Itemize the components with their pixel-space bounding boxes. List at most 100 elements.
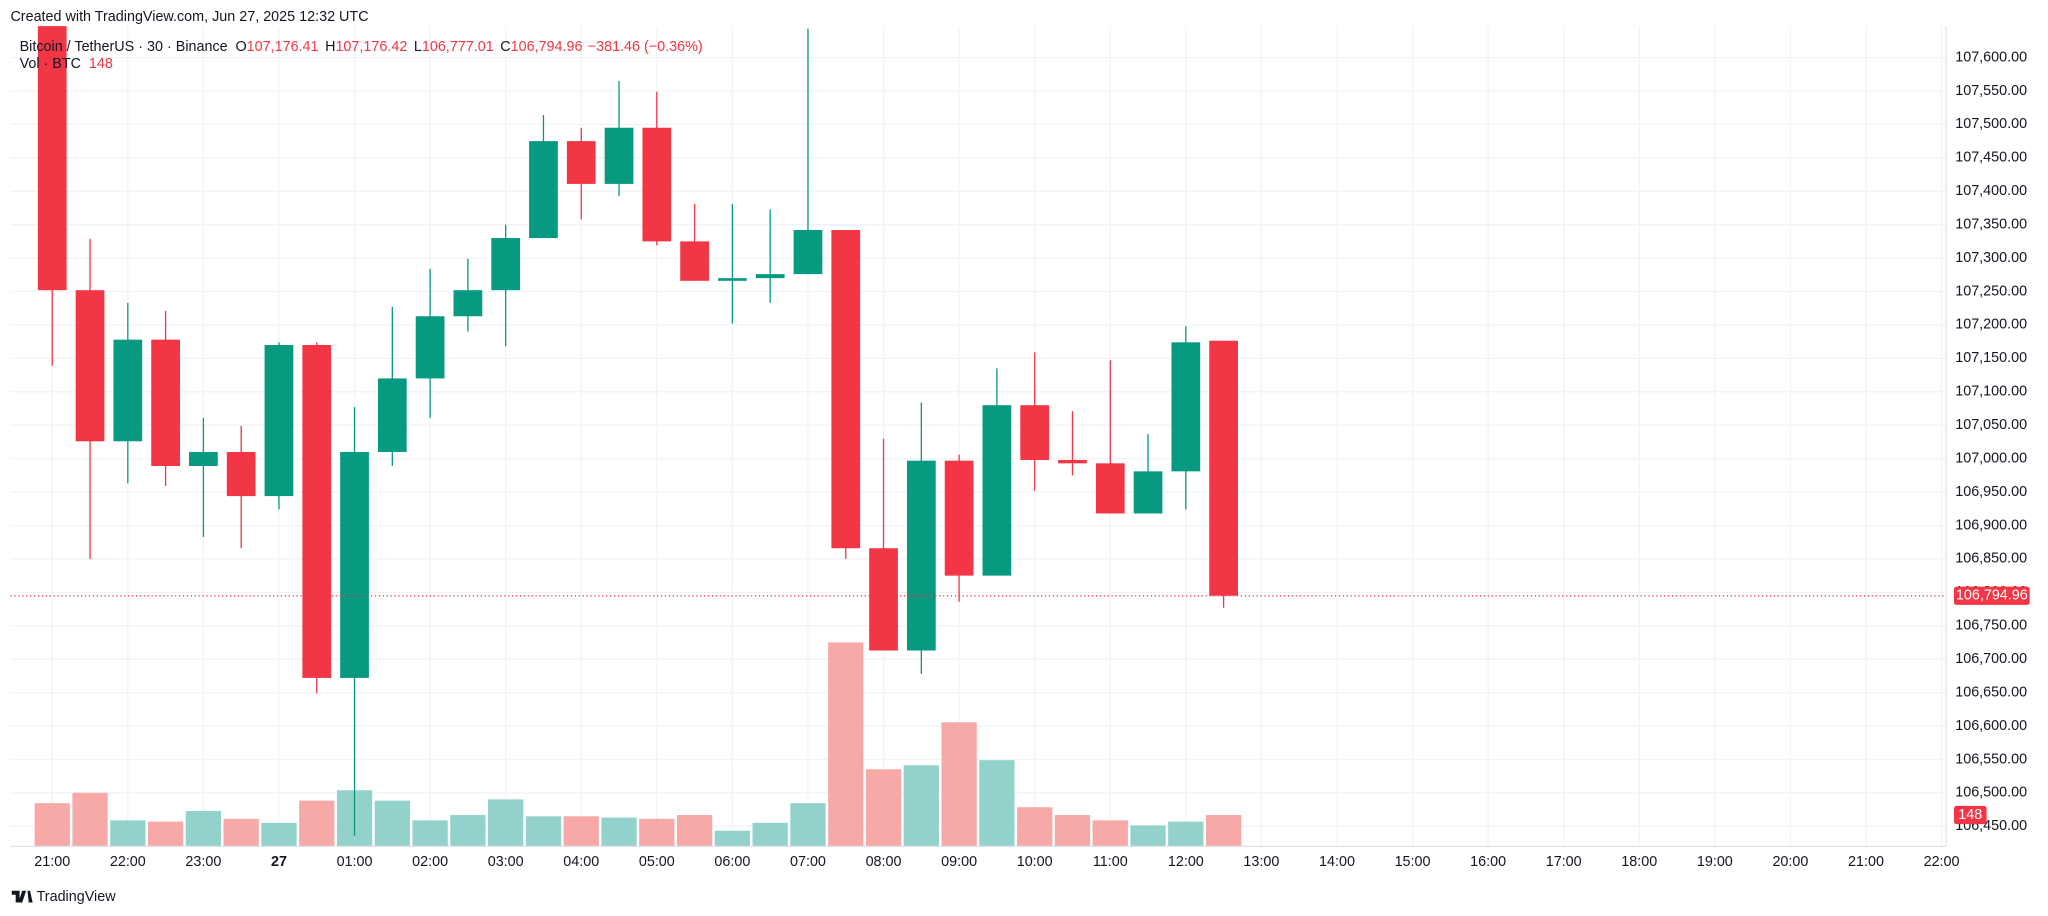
- candle-body: [718, 278, 747, 281]
- x-tick-label: 22:00: [110, 854, 146, 870]
- ohlc-key: O: [235, 39, 246, 55]
- x-tick-label: 23:00: [185, 854, 221, 870]
- y-tick-label: 107,050.00: [1955, 417, 2027, 433]
- last-price-label: 106,794.96: [1956, 588, 2028, 604]
- x-tick-label: 16:00: [1470, 854, 1506, 870]
- volume-legend: Vol · BTC 148: [20, 56, 113, 72]
- candle-body: [491, 238, 521, 291]
- ohlc-key: C: [500, 39, 510, 55]
- candle-body: [75, 290, 105, 442]
- candle-body: [831, 230, 861, 549]
- candle-body: [642, 127, 672, 242]
- volume-bar: [790, 803, 826, 847]
- volume-bar: [261, 822, 297, 847]
- last-price-badge: [1953, 586, 2030, 605]
- volume-pane: [34, 642, 1242, 847]
- volume-bar: [1054, 815, 1091, 847]
- candle-body: [151, 339, 180, 467]
- price-pane: [10, 26, 1947, 836]
- x-tick-label: 02:00: [412, 854, 448, 870]
- change: −381.46 (−0.36%): [588, 39, 703, 55]
- volume-bar: [563, 816, 599, 847]
- x-tick-label: 12:00: [1168, 854, 1204, 870]
- volume-bar: [752, 822, 788, 847]
- candle-body: [113, 339, 143, 442]
- y-tick-label: 106,700.00: [1955, 651, 2027, 667]
- volume-bar: [1168, 821, 1204, 847]
- x-tick-label: 11:00: [1093, 854, 1128, 870]
- y-tick-label: 107,400.00: [1955, 183, 2027, 199]
- y-tick-label: 106,550.00: [1955, 751, 2027, 767]
- x-tick-label: 21:00: [34, 854, 70, 870]
- volume-bar: [488, 799, 524, 847]
- y-tick-label: 106,600.00: [1955, 718, 2027, 734]
- x-tick-label: 20:00: [1772, 854, 1808, 870]
- volume-bar: [1017, 807, 1053, 847]
- volume-bar: [714, 830, 751, 847]
- x-tick-label: 03:00: [488, 854, 524, 870]
- volume-bar: [865, 769, 902, 847]
- candle-body: [264, 345, 294, 497]
- candle-body: [302, 345, 332, 678]
- candle-body: [680, 241, 709, 281]
- y-tick-label: 106,900.00: [1955, 517, 2027, 533]
- y-tick-label: 106,950.00: [1955, 484, 2027, 500]
- candle-body: [1020, 405, 1050, 460]
- y-tick-label: 106,500.00: [1955, 785, 2027, 801]
- candle-body: [869, 548, 898, 651]
- ohlc-value: 106,777.01: [422, 39, 494, 55]
- legend: Bitcoin / TetherUS · 30 · Binance O107,17…: [20, 39, 703, 55]
- volume-bar: [185, 811, 222, 847]
- y-tick-label: 107,250.00: [1955, 283, 2027, 299]
- y-tick-label: 107,550.00: [1955, 83, 2027, 99]
- x-tick-label: 04:00: [563, 854, 599, 870]
- candle-body: [226, 451, 256, 497]
- volume-bar: [1092, 820, 1128, 847]
- x-tick-label: 17:00: [1546, 854, 1582, 870]
- y-tick-label: 107,000.00: [1955, 450, 2027, 466]
- candle-body: [944, 460, 974, 576]
- candle-body: [415, 316, 445, 379]
- y-tick-label: 107,200.00: [1955, 317, 2027, 333]
- volume-bar: [72, 792, 108, 847]
- volume-bar: [34, 803, 70, 847]
- candle-body: [340, 451, 369, 678]
- candle-body: [604, 127, 634, 184]
- x-tick-label: 14:00: [1319, 854, 1355, 870]
- y-tick-label: 107,600.00: [1955, 49, 2027, 65]
- y-tick-label: 107,500.00: [1955, 116, 2027, 132]
- logo-text: TradingView: [37, 889, 117, 905]
- candle-body: [982, 405, 1012, 576]
- candle-body: [529, 141, 558, 239]
- x-tick-label: 01:00: [337, 854, 373, 870]
- ohlc-key: H: [325, 39, 335, 55]
- candle-body: [189, 451, 218, 467]
- volume-bar: [299, 800, 335, 847]
- y-tick-label: 107,300.00: [1955, 250, 2027, 266]
- candle-body: [1133, 471, 1163, 514]
- last-volume-badge: [1953, 805, 1987, 825]
- volume-bar: [1130, 825, 1166, 847]
- volume-bar: [374, 800, 410, 847]
- tradingview-logo: TradingView: [11, 889, 117, 905]
- x-tick-label: 27: [271, 854, 287, 870]
- axes: 106,450.00106,500.00106,550.00106,600.00…: [34, 49, 2030, 870]
- volume-bar: [110, 820, 146, 847]
- y-tick-label: 107,100.00: [1955, 384, 2027, 400]
- volume-bar: [676, 815, 713, 847]
- volume-bar: [147, 821, 184, 847]
- volume-bar: [903, 765, 939, 847]
- x-tick-label: 07:00: [790, 854, 826, 870]
- candle-body: [453, 290, 483, 317]
- volume-bar: [525, 816, 562, 847]
- candle-body: [377, 378, 407, 452]
- x-tick-label: 06:00: [714, 854, 750, 870]
- volume-bar: [639, 818, 675, 847]
- x-tick-label: 09:00: [941, 854, 977, 870]
- last-volume-label: 148: [1958, 807, 1982, 823]
- volume-bar: [450, 815, 486, 847]
- candle-body: [1209, 340, 1238, 596]
- candle-body: [1171, 342, 1201, 472]
